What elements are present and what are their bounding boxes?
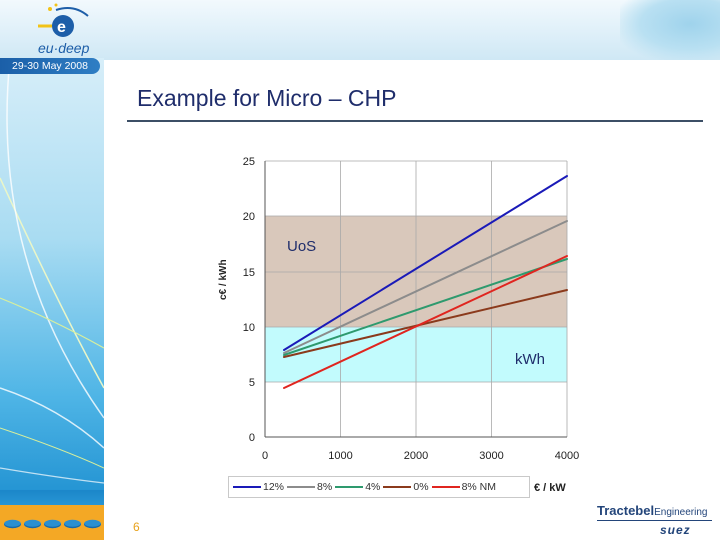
page-number: 6 [133,520,140,534]
svg-text:5: 5 [249,377,255,389]
europe-map-graphic [620,0,720,60]
legend-item-0pct: 0% [383,481,429,493]
nav-home-icon[interactable] [44,519,61,529]
svg-text:0: 0 [249,432,255,444]
legend-item-4pct: 4% [335,481,380,493]
legend-item-8pct: 8% [287,481,332,493]
left-decorative-panel [0,58,104,508]
logo-text: eu·deep [38,40,90,56]
x-tick-labels: 0 1000 2000 3000 4000 [262,450,579,462]
series-0pct [283,289,568,358]
x-axis-label: € / kW [534,482,566,494]
suez-logo: suez [660,523,691,537]
svg-text:3000: 3000 [479,450,503,462]
tractebel-logo: TractebelEngineering [597,503,707,518]
company-suffix: Engineering [654,507,708,518]
grid [265,160,568,437]
legend-swatch [383,486,412,488]
eu-deep-logo: e eu·deep [16,2,96,56]
nav-next-icon[interactable] [64,519,81,529]
y-axis-label: c€ / kWh [218,259,229,300]
navigation-buttons [4,518,101,530]
svg-text:10: 10 [243,322,255,334]
legend-swatch [233,486,261,488]
svg-text:2000: 2000 [404,450,428,462]
y-tick-labels: 25 20 15 10 5 0 [243,156,255,444]
line-chart: 25 20 15 10 5 0 0 1000 2000 3000 4000 Uo… [215,150,585,505]
wave-lines-graphic [0,58,104,484]
nav-first-icon[interactable] [4,519,21,529]
series-8pct-nm [283,255,568,389]
kwh-annotation: kWh [515,351,545,368]
legend-swatch [335,486,364,488]
svg-text:15: 15 [243,267,255,279]
slide-title: Example for Micro – CHP [137,85,397,111]
nav-last-icon[interactable] [84,519,101,529]
nav-prev-icon[interactable] [24,519,41,529]
svg-text:1000: 1000 [328,450,352,462]
series-8pct [283,220,568,354]
svg-text:e: e [57,19,66,36]
legend-item-8pct-nm: 8% NM [431,481,496,493]
svg-text:25: 25 [243,156,255,168]
legend-item-12pct: 12% [233,481,284,493]
uos-annotation: UoS [287,238,316,255]
logo-divider [597,520,712,521]
svg-text:4000: 4000 [555,450,579,462]
company-name: Tractebel [597,503,655,518]
title-underline [127,120,703,122]
legend-swatch [287,486,316,488]
date-label: 29-30 May 2008 [0,58,100,74]
series-12pct [283,175,568,351]
chart-plot: 25 20 15 10 5 0 0 1000 2000 3000 4000 Uo… [243,156,579,462]
legend-swatch [431,486,460,488]
svg-text:20: 20 [243,211,255,223]
chart-legend: 12% 8% 4% 0% 8% NM [228,476,530,498]
svg-text:0: 0 [262,450,268,462]
series-4pct [283,258,568,356]
top-banner [0,0,720,60]
